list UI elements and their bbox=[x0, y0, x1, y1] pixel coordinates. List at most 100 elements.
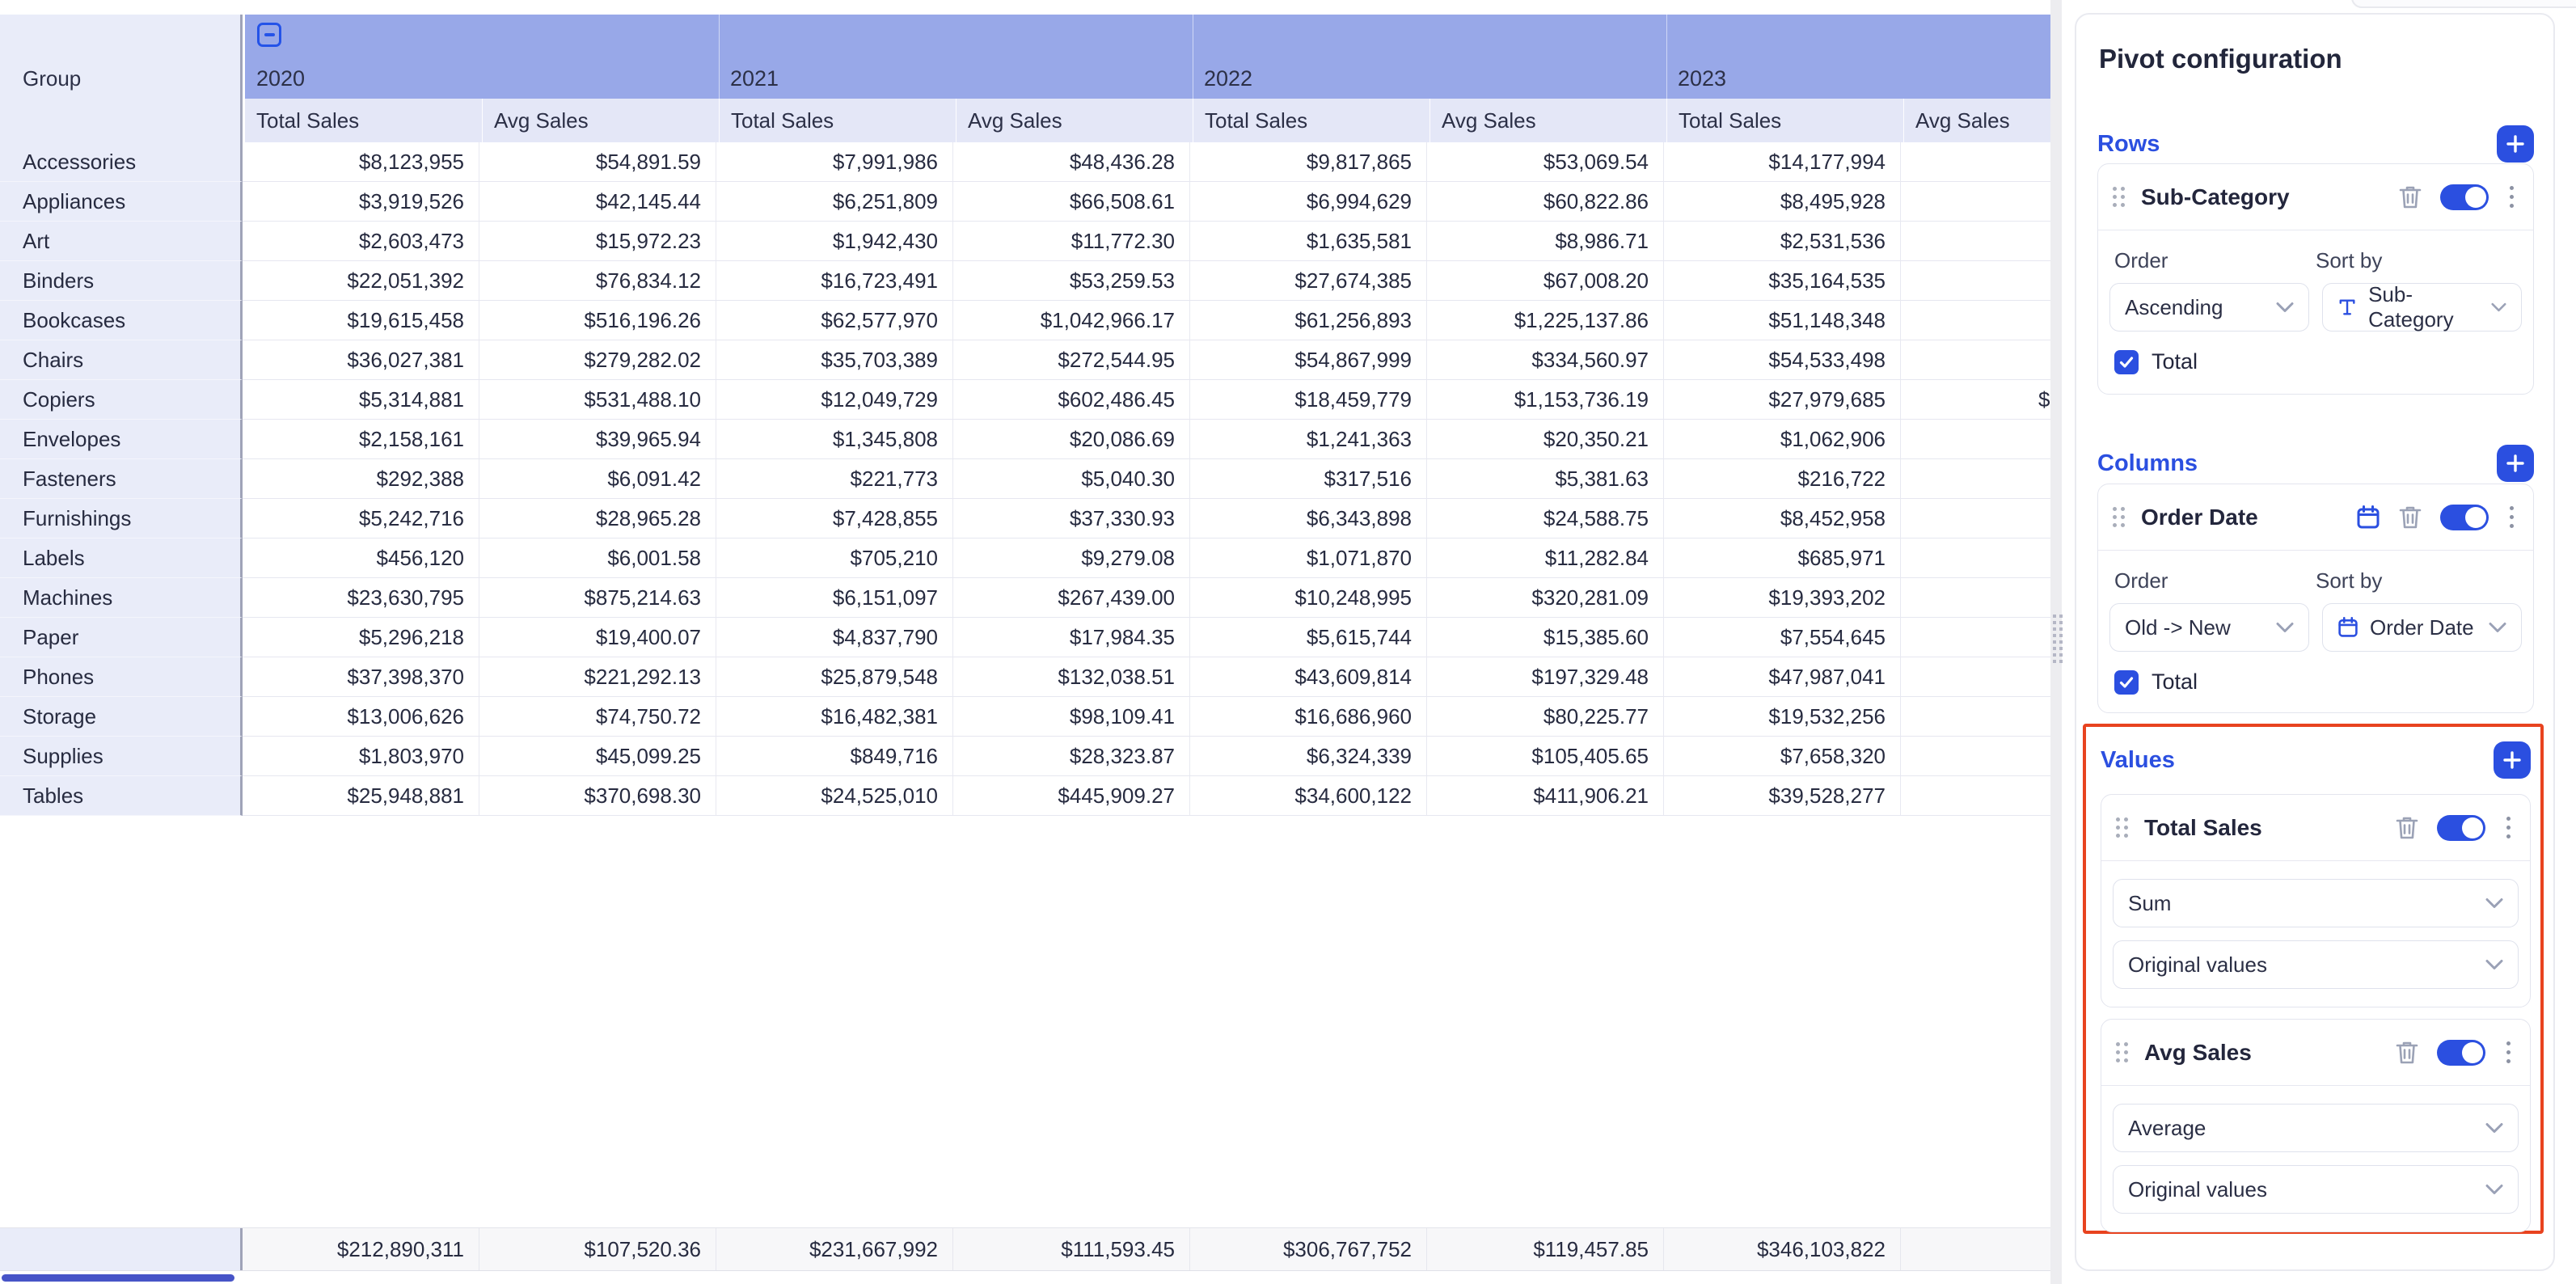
collapse-columns-icon[interactable] bbox=[257, 23, 281, 47]
value-cell[interactable]: $11,282.84 bbox=[1427, 539, 1664, 578]
value-cell[interactable]: $39,965.94 bbox=[479, 420, 716, 459]
value-cell[interactable]: $16,482,381 bbox=[716, 697, 953, 737]
value-cell[interactable]: $292,388 bbox=[243, 459, 479, 499]
drag-handle-icon[interactable] bbox=[2116, 1042, 2128, 1062]
value-cell[interactable]: $60,822.86 bbox=[1427, 182, 1664, 222]
value-cell[interactable] bbox=[1901, 301, 2050, 340]
row-header[interactable]: Copiers bbox=[0, 380, 243, 420]
value-cell[interactable]: $15,385.60 bbox=[1427, 618, 1664, 657]
value-cell[interactable]: $23,630,795 bbox=[243, 578, 479, 618]
value-cell[interactable]: $34,600,122 bbox=[1190, 776, 1427, 816]
delete-field-button[interactable] bbox=[2395, 815, 2419, 841]
add-values-field-button[interactable] bbox=[2494, 741, 2531, 779]
column-header-2022-total-sales[interactable]: Total Sales bbox=[1193, 99, 1429, 142]
value-cell[interactable]: $132,038.51 bbox=[953, 657, 1190, 697]
value-cell[interactable]: $20,350.21 bbox=[1427, 420, 1664, 459]
value-cell[interactable]: $16,723,491 bbox=[716, 261, 953, 301]
row-header[interactable]: Bookcases bbox=[0, 301, 243, 340]
row-header[interactable]: Storage bbox=[0, 697, 243, 737]
value-cell[interactable]: $67,008.20 bbox=[1427, 261, 1664, 301]
row-header[interactable]: Accessories bbox=[0, 142, 243, 182]
field-enabled-toggle[interactable] bbox=[2437, 1039, 2485, 1066]
row-header[interactable]: Machines bbox=[0, 578, 243, 618]
value-cell[interactable]: $5,242,716 bbox=[243, 499, 479, 539]
value-cell[interactable]: $37,330.93 bbox=[953, 499, 1190, 539]
value-cell[interactable]: $5,615,744 bbox=[1190, 618, 1427, 657]
row-header[interactable]: Art bbox=[0, 222, 243, 261]
add-rows-field-button[interactable] bbox=[2497, 125, 2534, 163]
value-cell[interactable]: $267,439.00 bbox=[953, 578, 1190, 618]
value-cell[interactable]: $19,400.07 bbox=[479, 618, 716, 657]
column-header-2021-total-sales[interactable]: Total Sales bbox=[719, 99, 956, 142]
value-cell[interactable]: $3,919,526 bbox=[243, 182, 479, 222]
value-cell[interactable]: $25,879,548 bbox=[716, 657, 953, 697]
value-cell[interactable]: $8,452,958 bbox=[1664, 499, 1901, 539]
value-cell[interactable] bbox=[1901, 142, 2050, 182]
value-cell[interactable]: $27,674,385 bbox=[1190, 261, 1427, 301]
value-cell[interactable]: $1,062,906 bbox=[1664, 420, 1901, 459]
horizontal-scrollbar-thumb[interactable] bbox=[2, 1274, 234, 1282]
value-cell[interactable]: $66,508.61 bbox=[953, 182, 1190, 222]
display-mode-select[interactable]: Original values bbox=[2113, 940, 2519, 989]
value-cell[interactable]: $43,609,814 bbox=[1190, 657, 1427, 697]
value-cell[interactable]: $1,635,581 bbox=[1190, 222, 1427, 261]
value-cell[interactable]: $53,259.53 bbox=[953, 261, 1190, 301]
value-cell[interactable] bbox=[1901, 222, 2050, 261]
value-cell[interactable]: $12,049,729 bbox=[716, 380, 953, 420]
sort-by-select[interactable]: Order Date bbox=[2322, 603, 2522, 652]
panel-resize-gutter[interactable] bbox=[2050, 0, 2063, 1284]
value-cell[interactable]: $54,891.59 bbox=[479, 142, 716, 182]
field-menu-icon[interactable] bbox=[2506, 184, 2517, 209]
field-enabled-toggle[interactable] bbox=[2440, 504, 2489, 530]
value-cell[interactable]: $13,006,626 bbox=[243, 697, 479, 737]
totals-cell[interactable]: $107,520.36 bbox=[479, 1228, 716, 1270]
value-cell[interactable]: $11,772.30 bbox=[953, 222, 1190, 261]
column-header-2021-avg-sales[interactable]: Avg Sales bbox=[956, 99, 1193, 142]
column-header-2022-avg-sales[interactable]: Avg Sales bbox=[1429, 99, 1666, 142]
value-cell[interactable]: $6,251,809 bbox=[716, 182, 953, 222]
value-cell[interactable]: $317,516 bbox=[1190, 459, 1427, 499]
value-cell[interactable]: $48,436.28 bbox=[953, 142, 1190, 182]
value-cell[interactable]: $35,164,535 bbox=[1664, 261, 1901, 301]
value-cell[interactable]: $24,588.75 bbox=[1427, 499, 1664, 539]
column-header-2020-total-sales[interactable]: Total Sales bbox=[256, 108, 360, 133]
value-cell[interactable]: $320,281.09 bbox=[1427, 578, 1664, 618]
value-cell[interactable]: $7,428,855 bbox=[716, 499, 953, 539]
value-cell[interactable]: $411,906.21 bbox=[1427, 776, 1664, 816]
field-enabled-toggle[interactable] bbox=[2440, 184, 2489, 210]
value-cell[interactable]: $6,151,097 bbox=[716, 578, 953, 618]
value-cell[interactable]: $1,071,870 bbox=[1190, 539, 1427, 578]
value-cell[interactable] bbox=[1901, 499, 2050, 539]
value-cell[interactable]: $62,577,970 bbox=[716, 301, 953, 340]
value-cell[interactable] bbox=[1901, 776, 2050, 816]
value-cell[interactable] bbox=[1901, 261, 2050, 301]
value-cell[interactable]: $80,225.77 bbox=[1427, 697, 1664, 737]
value-cell[interactable]: $19,615,458 bbox=[243, 301, 479, 340]
value-cell[interactable]: $17,984.35 bbox=[953, 618, 1190, 657]
total-checkbox-row[interactable]: Total bbox=[2114, 669, 2517, 695]
value-cell[interactable]: $685,971 bbox=[1664, 539, 1901, 578]
value-cell[interactable]: $1,345,808 bbox=[716, 420, 953, 459]
value-cell[interactable]: $516,196.26 bbox=[479, 301, 716, 340]
value-cell[interactable] bbox=[1901, 182, 2050, 222]
value-cell[interactable]: $28,965.28 bbox=[479, 499, 716, 539]
row-header[interactable]: Labels bbox=[0, 539, 243, 578]
year-group-header-2023[interactable]: 2023 bbox=[1678, 66, 1727, 91]
value-cell[interactable]: $1,803,970 bbox=[243, 737, 479, 776]
value-cell[interactable] bbox=[1901, 737, 2050, 776]
delete-field-button[interactable] bbox=[2395, 1040, 2419, 1066]
field-menu-icon[interactable] bbox=[2503, 1040, 2514, 1065]
sort-by-select[interactable]: Sub-Category bbox=[2322, 282, 2522, 332]
delete-field-button[interactable] bbox=[2398, 184, 2422, 210]
year-group-header-2021[interactable]: 2021 bbox=[730, 66, 779, 91]
order-select[interactable]: Ascending bbox=[2109, 283, 2309, 332]
value-cell[interactable]: $27,979,685 bbox=[1664, 380, 1901, 420]
value-cell[interactable]: $456,120 bbox=[243, 539, 479, 578]
value-cell[interactable]: $9,817,865 bbox=[1190, 142, 1427, 182]
value-cell[interactable]: $272,544.95 bbox=[953, 340, 1190, 380]
value-cell[interactable]: $105,405.65 bbox=[1427, 737, 1664, 776]
value-cell[interactable]: $531,488.10 bbox=[479, 380, 716, 420]
value-cell[interactable]: $20,086.69 bbox=[953, 420, 1190, 459]
value-cell[interactable]: $35,703,389 bbox=[716, 340, 953, 380]
value-cell[interactable]: $54,533,498 bbox=[1664, 340, 1901, 380]
